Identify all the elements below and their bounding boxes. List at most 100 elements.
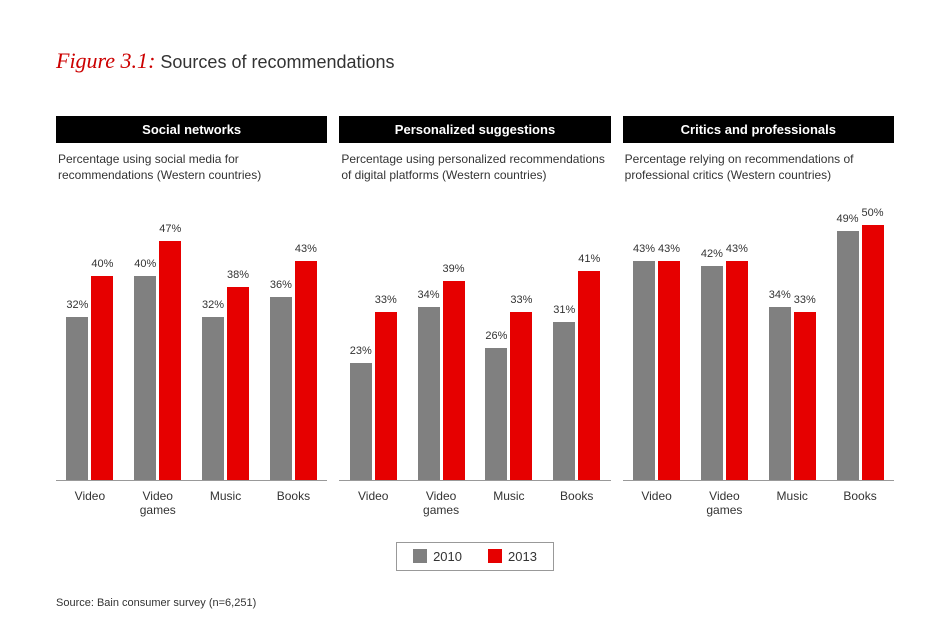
- bar: 34%: [769, 307, 791, 480]
- bar: 40%: [91, 276, 113, 480]
- bar: 34%: [418, 307, 440, 480]
- panel-header: Personalized suggestions: [339, 116, 610, 143]
- x-axis-label: Video: [623, 489, 691, 518]
- x-axis-label: Video: [56, 489, 124, 518]
- figure-title: Figure 3.1: Sources of recommendations: [56, 48, 894, 74]
- bar-value-label: 41%: [578, 253, 600, 265]
- bar: 36%: [270, 297, 292, 480]
- legend-swatch: [488, 549, 502, 563]
- bar-value-label: 38%: [227, 269, 249, 281]
- panel-header: Critics and professionals: [623, 116, 894, 143]
- panel-subtitle: Percentage relying on recommendations of…: [623, 143, 894, 201]
- bar-value-label: 33%: [510, 294, 532, 306]
- bar: 43%: [633, 261, 655, 480]
- legend-label: 2013: [508, 549, 537, 564]
- x-axis: VideoVideogamesMusicBooks: [623, 481, 894, 518]
- panel-header: Social networks: [56, 116, 327, 143]
- bar: 47%: [159, 241, 181, 480]
- bar-value-label: 34%: [418, 289, 440, 301]
- bar: 50%: [862, 225, 884, 480]
- figure-number: Figure 3.1: [56, 48, 148, 73]
- bar-groups: 43%43%42%43%34%33%49%50%: [623, 201, 894, 480]
- x-axis: VideoVideogamesMusicBooks: [56, 481, 327, 518]
- bar: 41%: [578, 271, 600, 480]
- bar-value-label: 33%: [375, 294, 397, 306]
- bar-group: 31%41%: [553, 271, 600, 480]
- bar-group: 34%33%: [769, 307, 816, 480]
- legend-box: 2010 2013: [396, 542, 554, 571]
- chart-area: 43%43%42%43%34%33%49%50%: [623, 201, 894, 481]
- bar: 42%: [701, 266, 723, 480]
- x-axis-label: Music: [475, 489, 543, 518]
- legend: 2010 2013: [56, 542, 894, 571]
- legend-item: 2013: [488, 549, 537, 564]
- bar: 49%: [837, 231, 859, 480]
- legend-label: 2010: [433, 549, 462, 564]
- bar-group: 36%43%: [270, 261, 317, 480]
- bar-value-label: 50%: [862, 207, 884, 219]
- bar-group: 26%33%: [485, 312, 532, 480]
- bar-value-label: 40%: [91, 258, 113, 270]
- bar: 32%: [66, 317, 88, 480]
- x-axis-label: Videogames: [690, 489, 758, 518]
- bar-value-label: 36%: [270, 279, 292, 291]
- chart-panel: Personalized suggestionsPercentage using…: [339, 116, 610, 518]
- bar-value-label: 26%: [485, 330, 507, 342]
- legend-item: 2010: [413, 549, 462, 564]
- bar-value-label: 40%: [134, 258, 156, 270]
- x-axis-label: Videogames: [124, 489, 192, 518]
- bar-value-label: 31%: [553, 304, 575, 316]
- figure-colon: :: [148, 48, 155, 73]
- bar-value-label: 42%: [701, 248, 723, 260]
- x-axis-label: Music: [758, 489, 826, 518]
- chart-area: 23%33%34%39%26%33%31%41%: [339, 201, 610, 481]
- bar-value-label: 43%: [633, 243, 655, 255]
- bar-value-label: 39%: [443, 263, 465, 275]
- bar: 33%: [510, 312, 532, 480]
- x-axis-label: Books: [543, 489, 611, 518]
- bar: 40%: [134, 276, 156, 480]
- bar: 33%: [375, 312, 397, 480]
- bar-group: 32%40%: [66, 276, 113, 480]
- bar: 43%: [295, 261, 317, 480]
- bar-group: 34%39%: [418, 281, 465, 480]
- panels-row: Social networksPercentage using social m…: [56, 116, 894, 518]
- bar-group: 43%43%: [633, 261, 680, 480]
- bar-groups: 32%40%40%47%32%38%36%43%: [56, 201, 327, 480]
- bar: 39%: [443, 281, 465, 480]
- bar-groups: 23%33%34%39%26%33%31%41%: [339, 201, 610, 480]
- bar-value-label: 49%: [837, 213, 859, 225]
- bar-value-label: 32%: [202, 299, 224, 311]
- bar-group: 49%50%: [837, 225, 884, 480]
- panel-subtitle: Percentage using social media for recomm…: [56, 143, 327, 201]
- bar-value-label: 43%: [658, 243, 680, 255]
- bar: 43%: [658, 261, 680, 480]
- bar-value-label: 32%: [66, 299, 88, 311]
- bar-value-label: 23%: [350, 345, 372, 357]
- bar-value-label: 34%: [769, 289, 791, 301]
- bar: 33%: [794, 312, 816, 480]
- legend-swatch: [413, 549, 427, 563]
- bar: 23%: [350, 363, 372, 480]
- bar: 38%: [227, 287, 249, 480]
- bar: 31%: [553, 322, 575, 480]
- chart-panel: Critics and professionalsPercentage rely…: [623, 116, 894, 518]
- bar-group: 42%43%: [701, 261, 748, 480]
- bar: 26%: [485, 348, 507, 480]
- bar: 43%: [726, 261, 748, 480]
- bar-value-label: 47%: [159, 223, 181, 235]
- chart-panel: Social networksPercentage using social m…: [56, 116, 327, 518]
- bar-group: 23%33%: [350, 312, 397, 480]
- x-axis-label: Books: [826, 489, 894, 518]
- x-axis-label: Video: [339, 489, 407, 518]
- chart-area: 32%40%40%47%32%38%36%43%: [56, 201, 327, 481]
- bar-group: 40%47%: [134, 241, 181, 480]
- bar-value-label: 43%: [726, 243, 748, 255]
- source-note: Source: Bain consumer survey (n=6,251): [56, 597, 894, 609]
- x-axis-label: Videogames: [407, 489, 475, 518]
- bar: 32%: [202, 317, 224, 480]
- figure-title-text: Sources of recommendations: [160, 52, 394, 72]
- panel-subtitle: Percentage using personalized recommenda…: [339, 143, 610, 201]
- x-axis-label: Books: [259, 489, 327, 518]
- x-axis: VideoVideogamesMusicBooks: [339, 481, 610, 518]
